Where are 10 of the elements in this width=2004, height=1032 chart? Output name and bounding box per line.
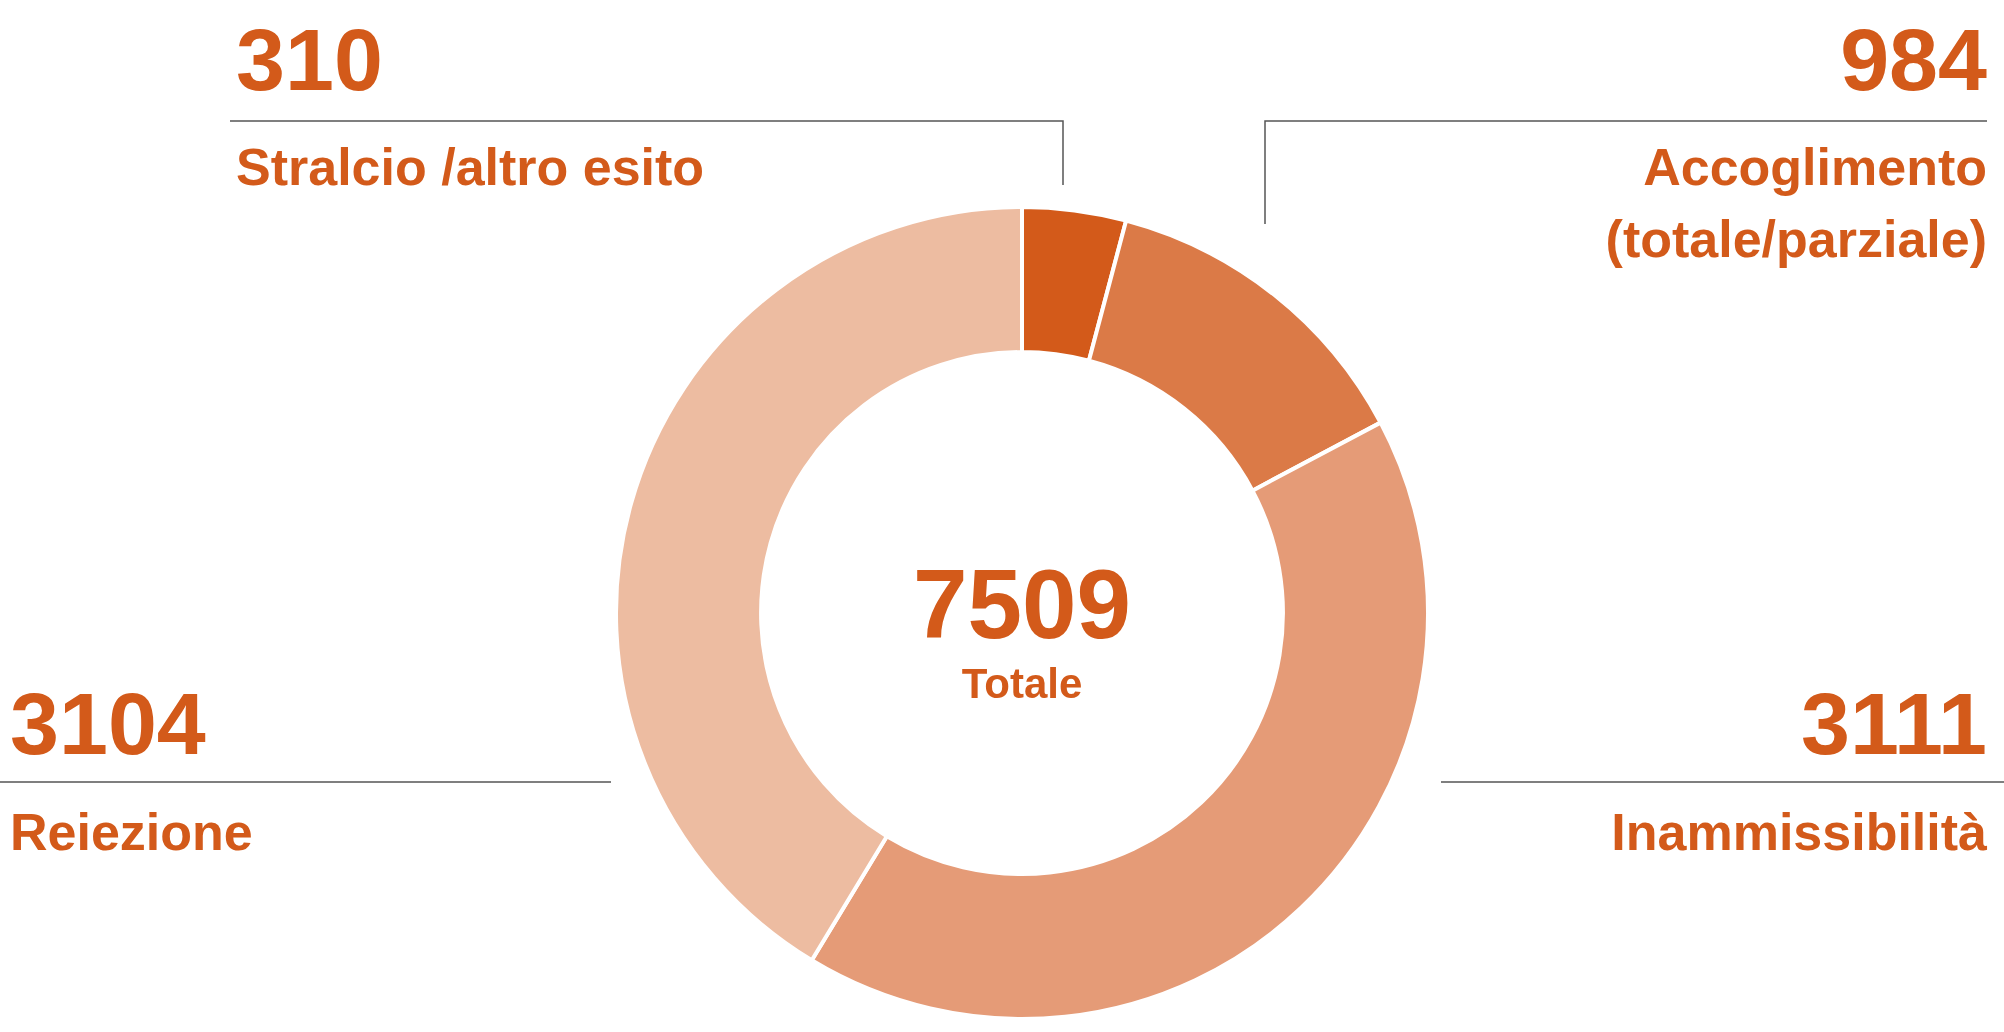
slice-label: Reiezione: [10, 803, 253, 861]
slice-label: Stralcio /altro esito: [236, 138, 705, 196]
slice-label: Inammissibilità: [1611, 803, 1989, 861]
text: 7509: [912, 549, 1132, 659]
data-label: 3111: [1800, 674, 1987, 773]
text: Totale: [961, 660, 1083, 707]
data-label: 984: [1840, 10, 1988, 109]
data-label: 3104: [10, 674, 206, 773]
slice-label: Accoglimento (totale/parziale): [1605, 138, 1987, 268]
data-label: 310: [236, 10, 383, 109]
